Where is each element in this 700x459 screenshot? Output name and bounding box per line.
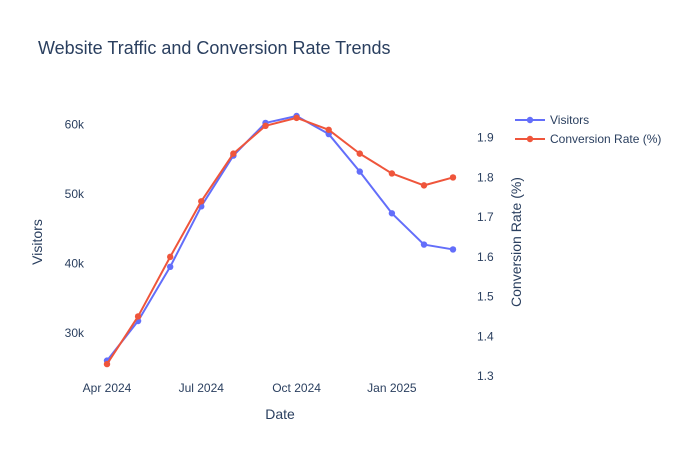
y-tick-label: 30k (65, 326, 85, 340)
conversion-rate-point[interactable] (198, 198, 205, 205)
x-tick-label: Jan 2025 (367, 381, 417, 395)
conversion-rate-point[interactable] (293, 114, 300, 122)
y2-tick-label: 1.8 (477, 170, 494, 184)
legend[interactable]: Visitors Conversion Rate (%) (515, 113, 661, 146)
visitors-point[interactable] (388, 210, 396, 217)
plot-area (103, 112, 457, 368)
conversion-rate-point[interactable] (325, 126, 332, 133)
legend-label-visitors: Visitors (550, 113, 589, 127)
x-axis-ticks: Apr 2024 Jul 2024 Oct 2024 Jan 2025 (83, 381, 417, 395)
visitors-point[interactable] (356, 168, 363, 175)
x-axis-title: Date (265, 406, 295, 422)
y-axis-title: Visitors (29, 219, 45, 265)
y-tick-label: 40k (65, 256, 85, 270)
visitors-point[interactable] (449, 246, 457, 253)
chart-title: Website Traffic and Conversion Rate Tren… (38, 38, 391, 58)
y2-tick-label: 1.9 (477, 131, 494, 145)
x-tick-label: Jul 2024 (179, 381, 225, 395)
visitors-point[interactable] (420, 241, 428, 248)
y-tick-label: 50k (65, 187, 85, 201)
conversion-rate-point[interactable] (134, 313, 142, 320)
conversion-rate-point[interactable] (388, 170, 396, 177)
conversion-rate-point[interactable] (166, 253, 174, 261)
conversion-rate-point[interactable] (262, 122, 269, 130)
x-tick-label: Oct 2024 (272, 381, 321, 395)
legend-marker-conversion-rate (526, 135, 534, 143)
y2-tick-label: 1.6 (477, 250, 494, 264)
y2-axis-ticks: 1.3 1.4 1.5 1.6 1.7 1.8 1.9 (477, 131, 494, 383)
conversion-rate-point[interactable] (449, 174, 457, 181)
visitors-line (106, 114, 454, 362)
y2-tick-label: 1.5 (477, 290, 494, 304)
y-axis-ticks: 30k 40k 50k 60k (65, 117, 85, 340)
y-tick-label: 60k (65, 117, 85, 131)
conversion-rate-point[interactable] (230, 150, 237, 157)
conversion-rate-point[interactable] (420, 182, 428, 189)
y2-tick-label: 1.3 (477, 369, 494, 383)
legend-item-visitors[interactable]: Visitors (515, 113, 589, 127)
legend-item-conversion-rate[interactable]: Conversion Rate (%) (515, 132, 661, 146)
conversion-rate-point[interactable] (103, 360, 111, 368)
legend-marker-visitors (526, 116, 534, 124)
conversion-rate-point[interactable] (356, 150, 363, 157)
y2-axis-title: Conversion Rate (%) (508, 177, 524, 307)
legend-label-conversion-rate: Conversion Rate (%) (550, 132, 661, 146)
y2-tick-label: 1.7 (477, 210, 494, 224)
x-tick-label: Apr 2024 (83, 381, 132, 395)
visitors-point[interactable] (166, 263, 174, 270)
y2-tick-label: 1.4 (477, 329, 494, 343)
conversion-rate-line (106, 116, 454, 365)
